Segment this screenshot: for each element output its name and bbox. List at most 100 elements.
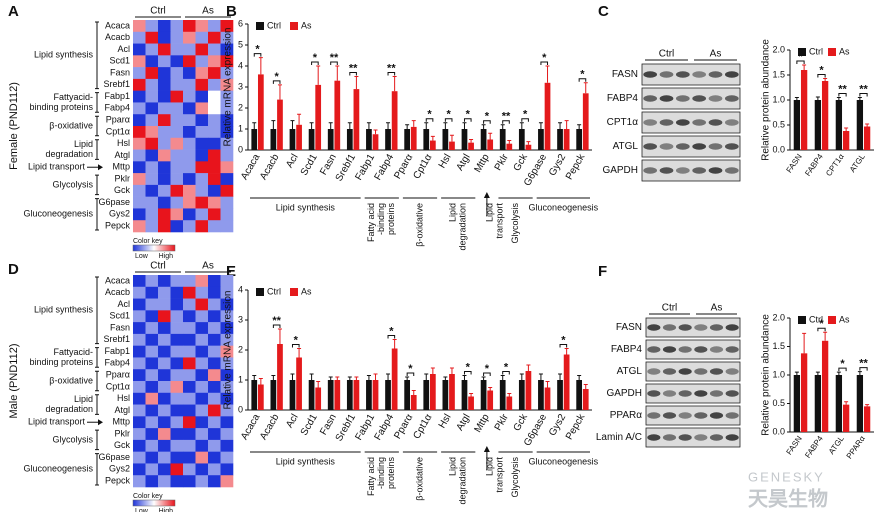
blot-band	[647, 434, 661, 441]
heatmap-cell	[183, 451, 196, 464]
x-tick-label: ATGL	[848, 152, 867, 174]
legend-label: As	[301, 20, 312, 30]
heatmap-cell	[170, 369, 184, 382]
blot-band	[662, 368, 677, 375]
gene-label: Fasn	[110, 67, 130, 77]
group-label: Fattyacid-	[53, 347, 93, 357]
x-tick-label: FASN	[785, 152, 804, 174]
protein-label: FASN	[612, 69, 638, 80]
heatmap-cell	[183, 161, 196, 174]
legend-swatch	[828, 48, 836, 56]
group-label: Glycolysis	[52, 434, 93, 444]
error-bar	[373, 129, 378, 135]
heatmap-cell	[170, 451, 184, 464]
x-tick-label: FABP4	[803, 434, 825, 460]
y-tick-label: 1.0	[772, 369, 785, 379]
error-bar	[424, 122, 429, 129]
bar	[366, 380, 372, 410]
gene-label: Mttp	[112, 417, 130, 427]
error-bar	[481, 124, 486, 129]
heatmap-cell	[133, 149, 146, 162]
group-label: Lipid synthesis	[34, 50, 94, 60]
heatmap-cell	[195, 298, 209, 311]
gene-label: Srebf1	[103, 334, 130, 344]
heatmap-cell	[145, 173, 159, 186]
group-label: Lipid transport	[28, 162, 86, 172]
column-group-label: Ctrl	[150, 261, 166, 272]
bar	[800, 70, 808, 150]
heatmap-cell	[220, 357, 234, 370]
heatmap-cell	[220, 173, 234, 186]
protein-label: GAPDH	[602, 165, 638, 176]
heatmap-cell	[133, 78, 146, 91]
heatmap-cell	[145, 286, 159, 299]
protein-label: Lamin A/C	[596, 432, 642, 443]
error-bar	[297, 113, 302, 125]
error-bar	[271, 375, 276, 380]
bar	[391, 91, 398, 150]
heatmap-cell	[220, 67, 234, 80]
error-bar	[481, 376, 486, 380]
gene-label: Hsl	[117, 393, 130, 403]
blot-strip	[641, 111, 741, 134]
error-bar	[290, 373, 295, 380]
heatmap-cell	[145, 20, 159, 33]
heatmap-cell	[220, 220, 234, 233]
heatmap-cell	[170, 161, 184, 174]
y-tick-label: 1.0	[772, 94, 785, 104]
y-tick-label: 1	[238, 374, 243, 384]
error-bar	[424, 373, 429, 380]
heatmap-cell	[133, 137, 146, 150]
group-bracket	[95, 370, 99, 392]
y-tick-label: 6	[238, 18, 243, 28]
heatmap-cell	[208, 428, 221, 441]
panel-label: A	[8, 3, 19, 20]
gene-label: Gys2	[109, 209, 130, 219]
blot-band	[708, 71, 723, 78]
error-bar	[277, 328, 282, 344]
gene-label: Pepck	[105, 220, 131, 230]
error-bar	[309, 122, 314, 129]
group-label: proteins	[386, 457, 396, 490]
blot-band	[643, 95, 658, 102]
heatmap-cell	[220, 196, 234, 209]
heatmap-cell	[195, 149, 209, 162]
gene-label: Gck	[114, 185, 131, 195]
arrow-head	[98, 164, 103, 171]
error-bar	[519, 373, 524, 380]
heatmap-cell	[133, 451, 146, 464]
legend-label: As	[301, 286, 312, 296]
group-label: Glycolysis	[510, 203, 520, 244]
bar	[506, 143, 513, 150]
heatmap-cell	[158, 286, 171, 299]
blot-band	[675, 95, 690, 102]
blot-band	[724, 71, 739, 78]
bar	[308, 129, 315, 150]
bar	[538, 129, 544, 150]
heatmap-cell	[195, 196, 209, 209]
bar	[429, 140, 436, 150]
group-label: Lipid	[448, 457, 458, 476]
group-label: Lipid synthesis	[276, 202, 336, 212]
blot-band	[675, 167, 690, 174]
heatmap-cell	[133, 475, 146, 488]
heatmap-cell	[133, 369, 146, 382]
heatmap-cell	[195, 286, 209, 299]
heatmap-cell	[145, 357, 159, 370]
y-tick-label: 2.0	[772, 44, 785, 54]
gene-label: Pparα	[106, 369, 130, 379]
x-tick-label: Atgl	[455, 152, 473, 172]
error-bar	[258, 57, 263, 75]
heatmap-cell	[133, 184, 146, 197]
gene-label: Fabp1	[104, 91, 130, 101]
error-bar	[564, 348, 569, 355]
group-label: Lipid	[484, 457, 494, 476]
blot-band	[694, 368, 708, 375]
heatmap-cell	[183, 126, 196, 139]
heatmap-cell	[133, 333, 146, 346]
error-bar	[392, 76, 397, 92]
error-bar	[405, 124, 410, 129]
heatmap-cell	[170, 43, 184, 56]
bar	[544, 387, 551, 410]
heatmap-cell	[183, 322, 196, 335]
